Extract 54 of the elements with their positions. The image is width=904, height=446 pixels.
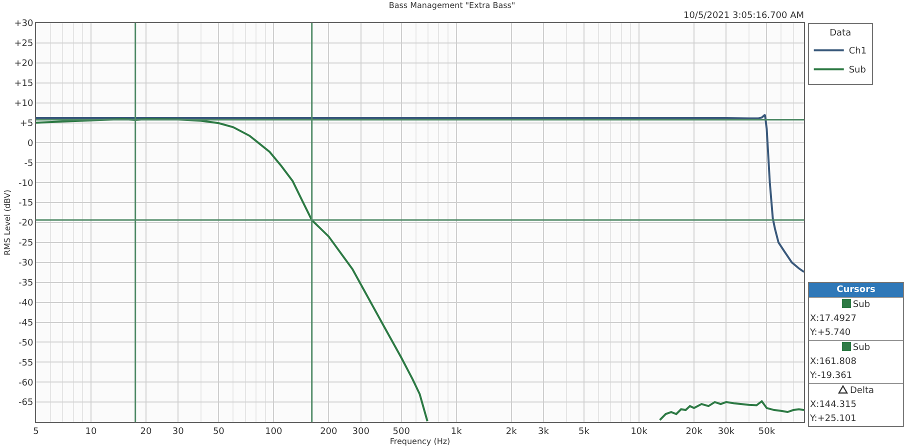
text: Y:+5.740	[809, 327, 852, 340]
y-tick-label: -35	[18, 278, 34, 288]
x-tick-label: 100	[265, 426, 283, 437]
x-tick-label: 30k	[718, 426, 736, 437]
x-tick-label: 50k	[758, 426, 776, 437]
x-tick-label: 30	[172, 426, 184, 437]
y-tick-label: -55	[18, 358, 34, 368]
x-tick-label: 50	[212, 426, 225, 437]
chart-title: Bass Management "Extra Bass"	[388, 0, 516, 10]
y-tick-label: -15	[18, 198, 34, 209]
x-tick-label: 5	[33, 426, 39, 437]
y-tick-label: -60	[18, 378, 34, 388]
text: X:17.4927	[809, 313, 858, 326]
x-tick-label: 3k	[538, 426, 550, 437]
text: X:161.808	[809, 356, 858, 369]
x-tick-label: 1k	[450, 426, 463, 437]
x-tick-label: 300	[352, 426, 370, 437]
y-tick-label: -5	[24, 158, 34, 169]
y-tick-label: -40	[18, 298, 34, 308]
text: Y:-19.361	[809, 370, 854, 383]
y-tick-label: +5	[20, 118, 34, 129]
text: Sub	[852, 299, 872, 312]
y-axis-title: RMS Level (dBV)	[2, 190, 12, 256]
text: Sub	[852, 342, 872, 355]
y-tick-label: -20	[18, 218, 34, 229]
legend-label: Sub	[848, 66, 866, 76]
x-tick-label: 2k	[506, 426, 518, 437]
x-axis-title: Frequency (Hz)	[390, 436, 450, 446]
y-tick-label: +10	[14, 98, 34, 109]
text: 10/5/2021 3:05:16.700 AM	[683, 11, 804, 21]
text: Delta	[848, 385, 875, 398]
x-tick-label: 500	[392, 426, 410, 437]
y-tick-label: +15	[14, 79, 34, 89]
y-tick-label: +20	[14, 59, 34, 70]
y-tick-label: +30	[14, 19, 34, 30]
y-tick-label: 0	[27, 138, 34, 149]
y-tick-label: -45	[18, 318, 34, 328]
x-tick-label: 20	[140, 426, 152, 437]
y-tick-label: -50	[18, 338, 34, 348]
y-tick-label: -10	[18, 178, 34, 189]
legend-title: Data	[830, 28, 852, 39]
y-tick-label: +25	[14, 39, 34, 50]
y-tick-label: -65	[18, 398, 34, 408]
legend-label: Ch1	[848, 46, 867, 57]
x-tick-label: 200	[320, 426, 338, 437]
text: X:144.315	[809, 399, 858, 412]
y-tick-label: -25	[18, 238, 34, 249]
y-tick-label: -30	[18, 258, 34, 269]
x-tick-label: 10k	[630, 426, 648, 437]
text: Y:+25.101	[809, 413, 858, 426]
text: Cursors	[809, 283, 903, 297]
x-tick-label: 5k	[578, 426, 590, 437]
x-tick-label: 10	[85, 426, 97, 437]
x-tick-label: 20k	[686, 426, 704, 437]
